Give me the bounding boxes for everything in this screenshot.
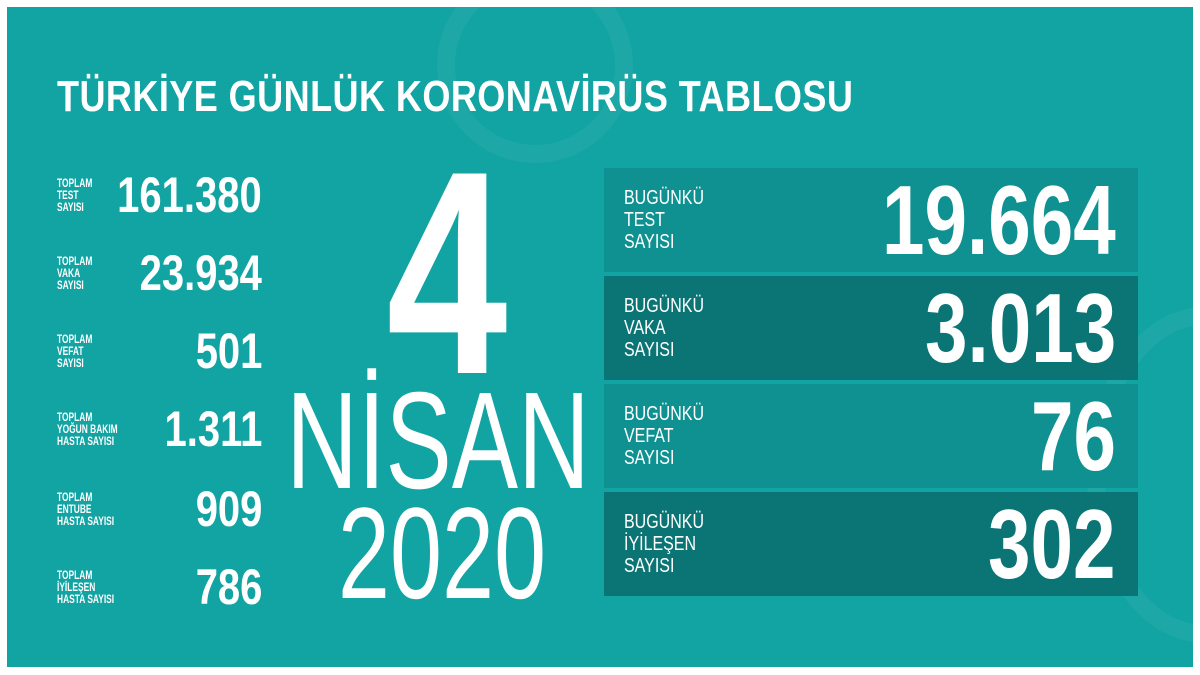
total-value: 23.934: [139, 245, 262, 301]
label-line: HASTA SAYISI: [57, 514, 115, 528]
label-line: BUGÜNKÜ: [624, 187, 705, 209]
label-line: SAYISI: [57, 356, 84, 370]
label-line: VEFAT: [624, 425, 674, 447]
label-line: SAYISI: [57, 200, 84, 214]
total-label: TOPLAM ENTUBE HASTA SAYISI: [57, 491, 155, 527]
total-intubated: TOPLAM ENTUBE HASTA SAYISI 909: [57, 479, 262, 539]
total-value: 909: [195, 481, 262, 537]
total-test: TOPLAM TEST SAYISI 161.380: [57, 165, 262, 225]
page-title: TÜRKİYE GÜNLÜK KORONAVİRÜS TABLOSU: [57, 72, 854, 121]
date-day: 4: [386, 111, 508, 435]
label-line: TOPLAM: [57, 332, 93, 346]
today-cases: BUGÜNKÜ VAKA SAYISI 3.013: [604, 276, 1138, 380]
label-line: TOPLAM: [57, 568, 93, 582]
total-value: 161.380: [117, 167, 262, 223]
total-cases: TOPLAM VAKA SAYISI 23.934: [57, 243, 262, 303]
label-line: SAYISI: [624, 447, 675, 469]
label-line: VEFAT: [57, 344, 84, 358]
label-line: BUGÜNKÜ: [624, 403, 705, 425]
label-line: VAKA: [624, 317, 666, 339]
label-line: TOPLAM: [57, 176, 93, 190]
today-label: BUGÜNKÜ VEFAT SAYISI: [624, 403, 704, 469]
total-label: TOPLAM VEFAT SAYISI: [57, 333, 155, 369]
total-label: TOPLAM VAKA SAYISI: [57, 255, 155, 291]
total-value: 786: [195, 559, 262, 615]
label-line: BUGÜNKÜ: [624, 511, 705, 533]
today-value: 19.664: [882, 165, 1116, 275]
today-label: BUGÜNKÜ VAKA SAYISI: [624, 295, 704, 361]
today-value: 3.013: [924, 273, 1116, 383]
total-deaths: TOPLAM VEFAT SAYISI 501: [57, 321, 262, 381]
label-line: TEST: [57, 188, 79, 202]
label-line: YOĞUN BAKIM: [57, 422, 118, 436]
total-label: TOPLAM YOĞUN BAKIM HASTA SAYISI: [57, 411, 155, 447]
total-value: 501: [195, 323, 262, 379]
today-value: 302: [988, 489, 1116, 599]
label-line: HASTA SAYISI: [57, 434, 115, 448]
total-recovered: TOPLAM İYİLEŞEN HASTA SAYISI 786: [57, 557, 262, 617]
label-line: TOPLAM: [57, 490, 93, 504]
label-line: SAYISI: [624, 339, 675, 361]
label-line: BUGÜNKÜ: [624, 295, 705, 317]
date-year: 2020: [337, 480, 547, 626]
date-month: NİSAN: [286, 364, 590, 518]
today-value: 76: [1030, 381, 1116, 491]
label-line: SAYISI: [57, 278, 84, 292]
today-test: BUGÜNKÜ TEST SAYISI 19.664: [604, 168, 1138, 272]
today-label: BUGÜNKÜ TEST SAYISI: [624, 187, 704, 253]
total-label: TOPLAM TEST SAYISI: [57, 177, 155, 213]
label-line: SAYISI: [624, 231, 675, 253]
label-line: SAYISI: [624, 555, 675, 577]
total-icu: TOPLAM YOĞUN BAKIM HASTA SAYISI 1.311: [57, 399, 262, 459]
today-recovered: BUGÜNKÜ İYİLEŞEN SAYISI 302: [604, 492, 1138, 596]
today-deaths: BUGÜNKÜ VEFAT SAYISI 76: [604, 384, 1138, 488]
total-value: 1.311: [164, 401, 262, 457]
total-label: TOPLAM İYİLEŞEN HASTA SAYISI: [57, 569, 155, 605]
label-line: TOPLAM: [57, 410, 93, 424]
label-line: İYİLEŞEN: [57, 580, 96, 594]
label-line: TEST: [624, 209, 665, 231]
label-line: TOPLAM: [57, 254, 93, 268]
label-line: HASTA SAYISI: [57, 592, 115, 606]
today-label: BUGÜNKÜ İYİLEŞEN SAYISI: [624, 511, 704, 577]
label-line: VAKA: [57, 266, 81, 280]
label-line: İYİLEŞEN: [624, 533, 697, 555]
label-line: ENTUBE: [57, 502, 92, 516]
